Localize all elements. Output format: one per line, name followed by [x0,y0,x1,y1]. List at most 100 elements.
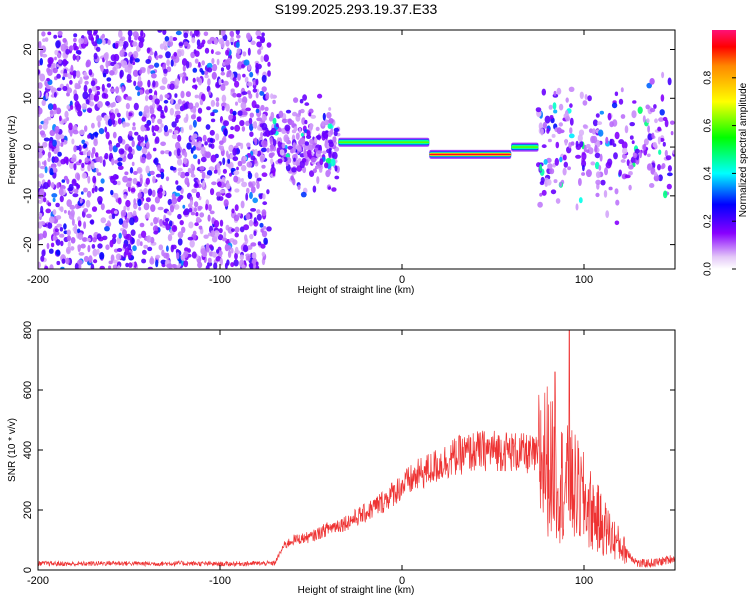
spectrogram-cell [309,123,314,128]
spectrogram-cell [117,265,121,269]
spectrogram-cell [292,111,298,117]
spectrogram-cell [243,59,250,66]
spectrogram-cell [66,235,71,242]
spectrogram-cell [165,176,170,182]
spectrogram-cell [296,145,302,152]
spectrogram-cell [276,147,281,155]
spectrogram-cell [252,88,258,93]
spectrogram-cell [665,155,672,161]
spectrogram-cell [670,131,674,136]
spectrogram-cell [659,137,665,142]
y-tick-label: 600 [22,381,34,399]
spectrogram-cell [614,91,619,97]
spectrogram-cell [547,163,553,170]
spectrogram-cell [230,247,234,254]
spectrogram-cell [220,71,226,76]
spectrogram-cell [170,167,177,171]
spectrogram-cell [141,116,147,122]
spectrogram-cell [44,166,48,174]
spectrogram-cell [222,157,226,166]
spectrogram-cell [47,222,53,229]
spectrogram-cell [70,104,74,110]
spectrogram-cell [171,225,178,232]
spectrogram-cell [85,61,90,68]
spectrogram-cell [609,121,614,128]
spectrogram-cell [176,252,180,260]
spectrogram-cell [93,139,98,147]
spectrogram-cell [263,54,269,62]
spectrogram-cell [649,108,656,113]
spectrogram-cell [127,177,133,182]
spectrogram-cell [171,197,178,205]
spectrogram-cell [128,34,132,43]
spectrogram-cell [609,138,613,146]
spectrogram-cell [231,208,235,214]
spectrogram-cell [237,73,241,81]
spectrogram-cell [553,109,558,114]
spectrogram-cell [133,102,139,111]
spectrogram-cell [254,104,260,109]
spectrogram-cell [154,62,160,68]
spectrogram-cell [307,153,312,158]
spectrogram-cell [118,148,125,155]
spectrogram-cell [85,199,91,208]
spectrogram-cell [259,222,264,228]
spectrogram-cell [72,42,77,51]
spectrogram-cell [91,122,95,129]
spectrogram-cell [155,259,159,268]
spectrogram-cell [56,182,60,189]
spectrogram-cell [605,210,610,219]
spectrogram-cell [169,205,175,213]
spectrogram-cell [91,86,97,92]
spectrogram-cell [242,51,247,57]
spectrogram-cell [201,171,206,179]
spectrogram-cell [620,159,626,163]
spectrogram-cell [270,111,275,120]
spectrogram-cell [107,118,113,127]
spectrogram-cell [93,95,98,101]
spectrogram-cell [111,158,115,166]
spectrogram-cell [657,126,662,132]
spectrogram-cell [68,122,73,131]
spectrogram-cell [252,197,258,204]
spectrogram-cell [570,141,575,146]
spectrogram-cell [116,248,123,252]
spectrogram-cell [115,142,121,148]
spectrogram-cell [55,40,61,49]
spectrogram-cell [333,130,338,137]
spectrogram-cell [628,171,633,176]
spectrogram-cell [217,234,224,241]
chart-title: S199.2025.293.19.37.E33 [275,1,438,17]
spectrogram-cell [232,92,237,98]
spectrogram-cell [330,128,334,136]
spectrogram-cell [109,239,114,248]
spectrogram-cell [141,258,147,264]
spectrogram-cell [259,155,265,163]
spectrogram-cell [240,200,245,209]
spectrogram-cell [163,68,168,74]
spectrogram-cell [247,90,251,95]
spectrogram-cell [46,85,52,89]
spectrogram-cell [185,113,189,122]
spectrogram-cell [141,147,148,155]
spectrogram-cell [45,92,49,100]
spectrogram-cell [209,137,214,143]
spectrogram-cell [249,131,254,137]
spectrogram-cell [153,230,159,235]
spectrogram-cell [629,135,634,140]
spectrogram-cell [59,134,65,140]
spectrogram-cell [215,97,220,102]
spectrogram-cell [153,157,159,165]
spectrogram-cell [248,117,253,125]
spectrogram-cell [140,124,146,132]
spectrogram-cell [110,176,116,184]
y-tick-label: 20 [22,43,34,55]
spectrogram-cell [603,190,608,198]
spectrogram-cell [83,84,88,93]
spectrogram-cell [234,252,238,260]
spectrogram-cell [246,187,250,194]
spectrogram-cell [322,112,326,121]
spectrogram-cell [38,107,43,115]
spectrogram-cell [169,107,175,116]
spectrogram-cell [261,209,267,217]
